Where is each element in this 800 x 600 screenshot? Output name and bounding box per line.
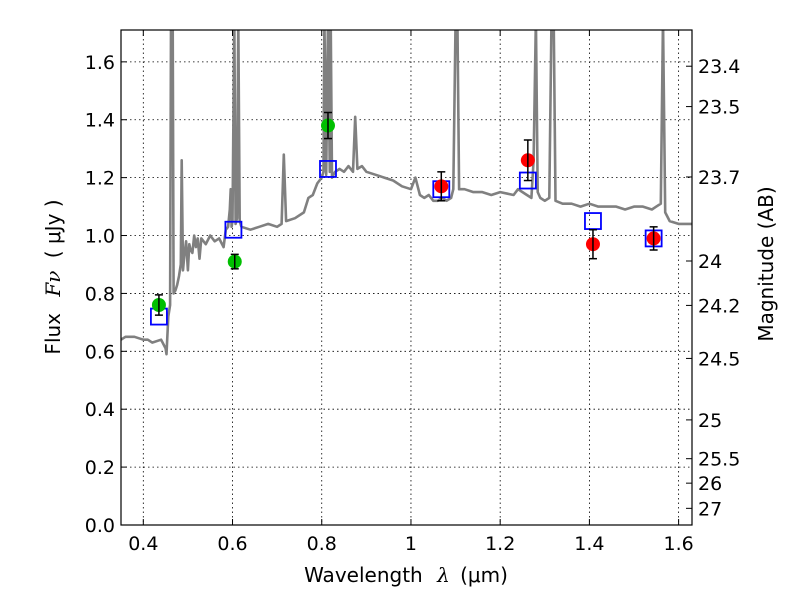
y2-tick-label: 24.5 bbox=[698, 348, 740, 370]
y2-tick-label: 26 bbox=[698, 473, 722, 495]
y-axis-unit: ( μJy ) bbox=[41, 199, 65, 258]
model-photometry-square bbox=[224, 220, 243, 239]
y-tick-label: 0.4 bbox=[85, 399, 115, 421]
x-axis-symbol: λ bbox=[436, 563, 450, 587]
y-axis-symbol: Fν bbox=[41, 271, 65, 298]
x-tick-label: 1.2 bbox=[485, 533, 515, 555]
y2-tick-label: 24.2 bbox=[698, 295, 740, 317]
y2-tick-label: 27 bbox=[698, 498, 722, 520]
y-tick-label: 0.6 bbox=[85, 341, 115, 363]
marker-layer bbox=[150, 111, 663, 326]
x-axis-label: Wavelength bbox=[304, 563, 423, 587]
x-axis-title: Wavelength λ (μm) bbox=[304, 563, 508, 587]
y-tick-label: 0.0 bbox=[85, 515, 115, 537]
y2-tick-label: 23.4 bbox=[698, 56, 740, 78]
model-photometry-square bbox=[319, 160, 337, 178]
y-tick-label: 1.6 bbox=[85, 52, 115, 74]
x-tick-label: 1.4 bbox=[574, 533, 604, 555]
y-tick-label: 1.0 bbox=[85, 226, 115, 248]
x-axis-unit: (μm) bbox=[460, 563, 508, 587]
y2-tick-label: 23.5 bbox=[698, 97, 740, 119]
y2-tick-label: 25.5 bbox=[698, 449, 740, 471]
y-tick-label: 1.4 bbox=[85, 110, 115, 132]
ticks: 0.4 0.6 0.8 1 1.2 1.4 1.6 0.0 0.2 0.4 0.6 0.8 1.0 1.2… bbox=[85, 30, 740, 555]
x-tick-label: 1.6 bbox=[664, 533, 694, 555]
y2-tick-label: 24 bbox=[698, 251, 722, 273]
y-axis-title: Flux Fν ( μJy ) bbox=[41, 199, 65, 354]
y2-tick-label: 23.7 bbox=[698, 167, 740, 189]
plot-background bbox=[121, 30, 692, 525]
spectrum-line bbox=[121, 30, 692, 356]
y-tick-label: 1.2 bbox=[85, 168, 115, 190]
plot-frame bbox=[120, 29, 693, 526]
x-tick-label: 1 bbox=[405, 533, 417, 555]
x-tick-label: 0.8 bbox=[307, 533, 337, 555]
y2-tick-label: 25 bbox=[698, 410, 722, 432]
x-tick-label: 0.4 bbox=[128, 533, 158, 555]
y2-axis-title: Magnitude (AB) bbox=[754, 186, 778, 341]
y-tick-label: 0.2 bbox=[85, 457, 115, 479]
grid bbox=[121, 30, 692, 526]
y-tick-label: 0.8 bbox=[85, 283, 115, 305]
spectrum-layer bbox=[121, 30, 692, 356]
y-axis-label: Flux bbox=[41, 313, 65, 355]
x-tick-label: 0.6 bbox=[217, 533, 247, 555]
